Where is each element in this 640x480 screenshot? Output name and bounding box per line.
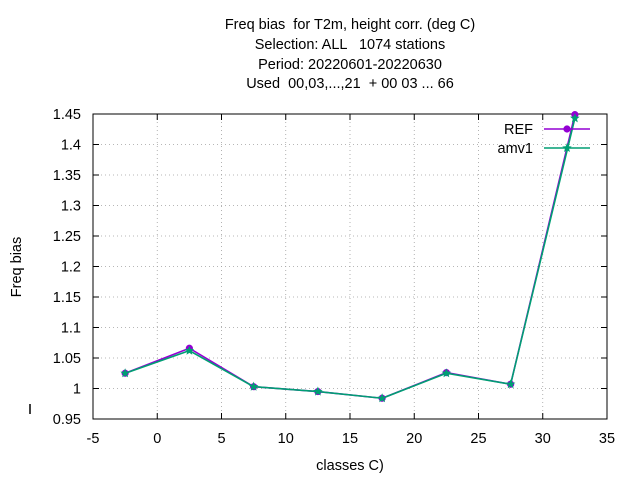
series-line-amv1 bbox=[124, 118, 576, 400]
data-point-amv1 bbox=[505, 379, 516, 389]
y-tick-label: 1.4 bbox=[61, 138, 81, 154]
y-tick-label: 1.15 bbox=[53, 290, 81, 306]
axis-ticks: -5 0 5 10 15 20 25 30 35 0.95 1 1.05 1.1 1.15 1.2 1.25 1… bbox=[53, 107, 615, 447]
y-tick-label: 0.95 bbox=[53, 412, 81, 428]
legend-label-amv1: amv1 bbox=[498, 141, 533, 157]
y-axis-label: Freq bias bbox=[9, 237, 25, 297]
x-tick-label: 5 bbox=[217, 431, 225, 447]
data-point-amv1 bbox=[248, 381, 259, 391]
x-tick-label: 35 bbox=[599, 431, 615, 447]
x-tick-label: 0 bbox=[153, 431, 161, 447]
data-point-amv1 bbox=[377, 393, 387, 403]
x-tick-label: 10 bbox=[278, 431, 294, 447]
legend-label-ref: REF bbox=[504, 122, 533, 138]
legend: REF amv1 bbox=[498, 122, 590, 157]
y-tick-label: 1.25 bbox=[53, 229, 81, 245]
x-tick-label: 30 bbox=[535, 431, 551, 447]
y-tick-label: 1.2 bbox=[61, 260, 81, 276]
y-tick-label: 1.1 bbox=[61, 321, 81, 337]
legend-marker-ref bbox=[563, 125, 571, 133]
y-tick-label: 1.35 bbox=[53, 168, 81, 184]
data-point-amv1 bbox=[313, 386, 323, 396]
title-line-1: Freq bias for T2m, height corr. (deg C) bbox=[224, 17, 476, 33]
y-tick-label: 1 bbox=[73, 382, 81, 398]
y-tick-label: 1.45 bbox=[53, 107, 81, 123]
data-point-amv1 bbox=[570, 113, 580, 123]
legend-marker-amv1 bbox=[562, 143, 572, 153]
series-group bbox=[120, 111, 580, 403]
x-axis-label: classes C) bbox=[316, 458, 384, 474]
series-line-ref bbox=[124, 114, 576, 400]
y-tick-label: 1.05 bbox=[53, 351, 81, 367]
x-tick-label: 15 bbox=[342, 431, 358, 447]
grid bbox=[93, 114, 607, 419]
series-amv1 bbox=[120, 113, 580, 403]
x-tick-label: -5 bbox=[87, 431, 100, 447]
x-tick-label: 20 bbox=[406, 431, 422, 447]
data-point-amv1 bbox=[184, 345, 195, 355]
title-line-3: Period: 20220601-20220630 bbox=[258, 57, 442, 73]
x-tick-label: 25 bbox=[470, 431, 486, 447]
y-tick-label: 1.3 bbox=[61, 199, 81, 215]
data-point-amv1 bbox=[120, 368, 130, 378]
title-line-2: Selection: ALL 1074 stations bbox=[254, 37, 446, 53]
data-point-amv1 bbox=[441, 368, 452, 378]
title-line-4: Used 00,03,...,21 + 00 03 ... 66 bbox=[246, 76, 454, 92]
